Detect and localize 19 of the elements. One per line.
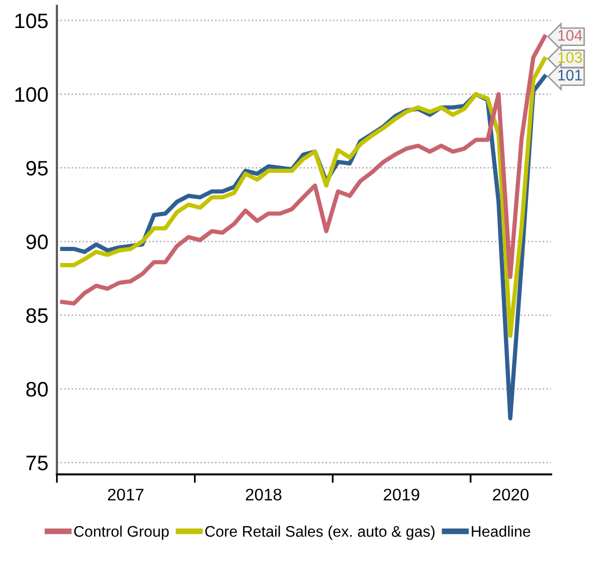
legend-label: Core Retail Sales (ex. auto & gas) [205, 526, 435, 540]
y-tick-label: 90 [26, 234, 48, 250]
annotation: 101 [558, 70, 582, 81]
y-tick-label: 95 [26, 160, 48, 176]
y-tick-label: 75 [26, 456, 48, 470]
x-tick-label: 2020 [492, 488, 529, 501]
y-tick-label: 100 [15, 87, 48, 102]
line-series [60, 34, 547, 306]
annotation: 104 [558, 30, 582, 41]
x-tick-label: 2017 [108, 488, 144, 501]
x-tick-label: 2018 [246, 488, 282, 501]
line-series [60, 56, 547, 338]
y-tick-label: 105 [15, 13, 48, 28]
annotation: 103 [558, 52, 582, 63]
x-tick-label: 2019 [384, 488, 420, 501]
y-tick-label: 85 [26, 308, 48, 323]
legend-label: Control Group [74, 526, 169, 540]
legend-label: Headline [472, 526, 530, 537]
y-tick-label: 80 [26, 382, 48, 397]
